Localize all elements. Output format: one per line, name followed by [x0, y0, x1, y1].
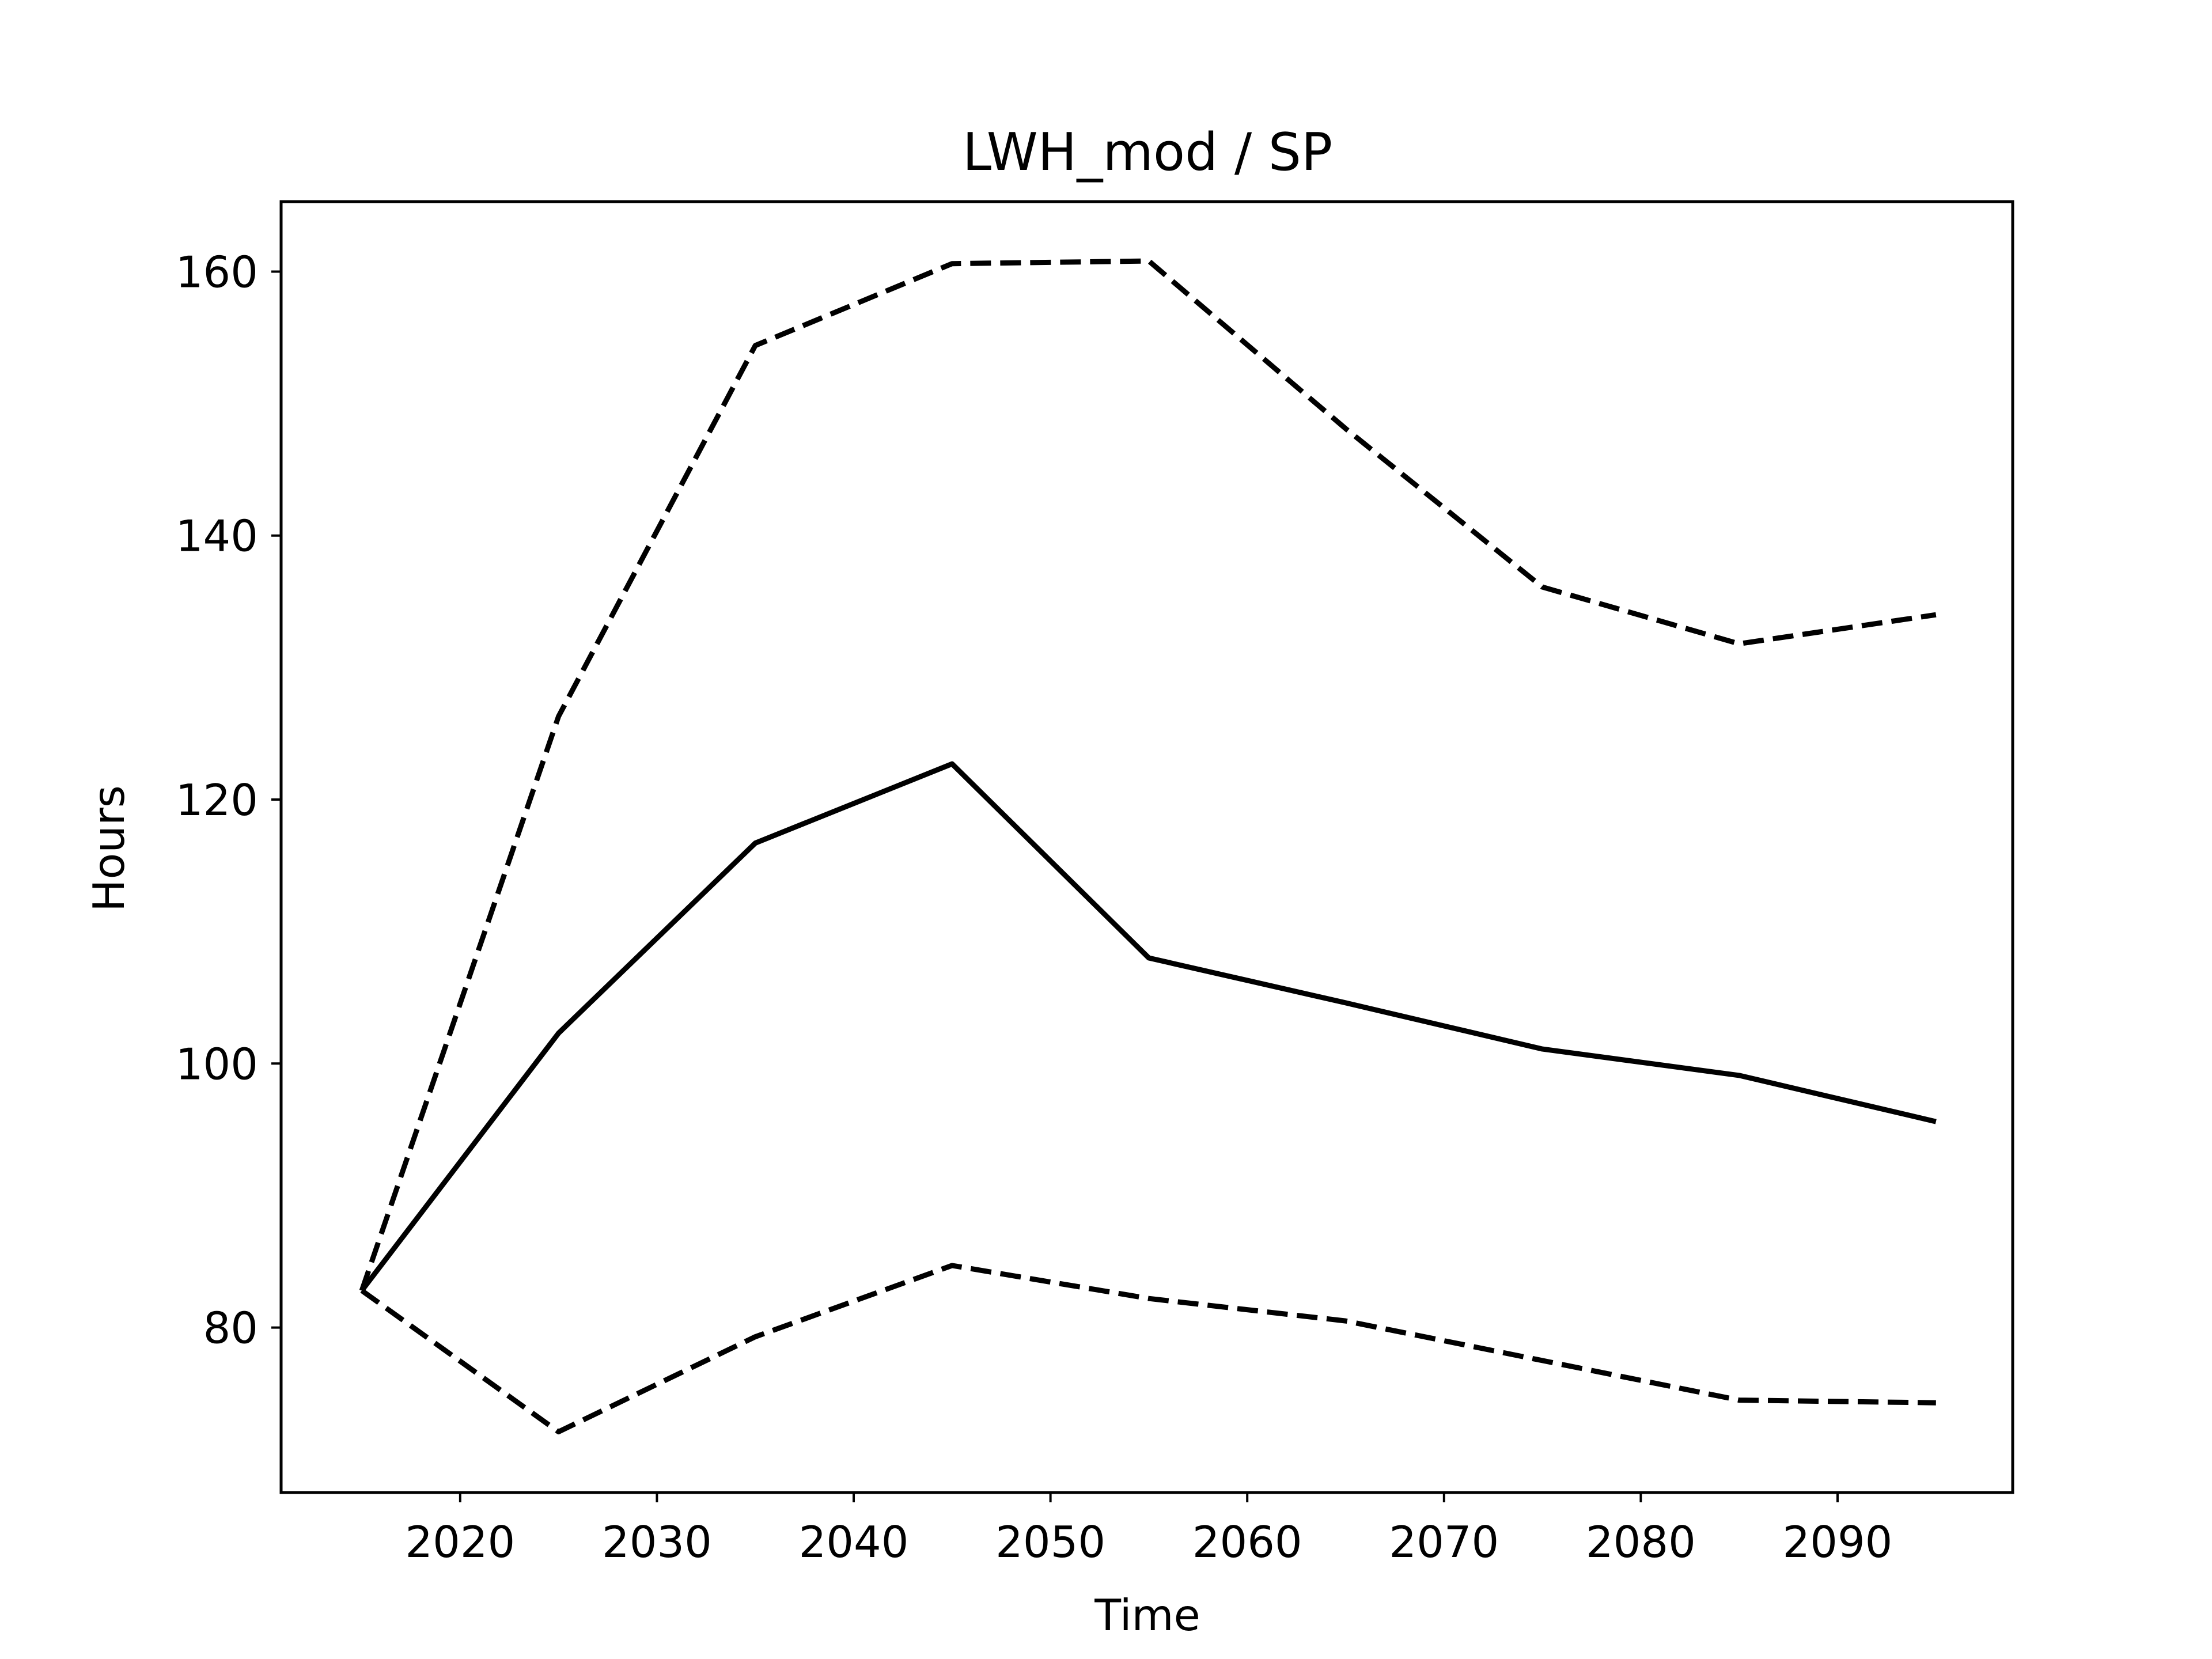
x-tick-label: 2080 — [1586, 1517, 1696, 1567]
y-tick-label: 160 — [176, 247, 258, 297]
y-tick-label: 140 — [176, 511, 258, 562]
x-tick-label: 2040 — [799, 1517, 909, 1567]
x-tick-label: 2070 — [1389, 1517, 1499, 1567]
y-axis-label: Hours — [84, 785, 134, 912]
y-axis-ticks: 80 100 120 140 160 — [176, 247, 281, 1354]
x-tick-label: 2020 — [405, 1517, 515, 1567]
y-tick-label: 120 — [176, 775, 258, 825]
plot-frame — [279, 200, 2014, 1494]
x-axis-ticks: 2020 2030 2040 2050 2060 2070 2080 2090 — [405, 1493, 1892, 1567]
series-line-lower — [360, 1263, 1936, 1435]
series-line-median — [359, 761, 1937, 1293]
y-tick-label: 100 — [176, 1039, 258, 1089]
x-tick-label: 2090 — [1783, 1517, 1893, 1567]
x-tick-label: 2060 — [1192, 1517, 1302, 1567]
x-tick-label: 2050 — [995, 1517, 1105, 1567]
x-axis-label: Time — [1094, 1590, 1200, 1641]
series-layer — [359, 258, 1937, 1435]
chart-title: LWH_mod / SP — [963, 122, 1332, 183]
x-tick-label: 2030 — [602, 1517, 712, 1567]
series-line-upper — [359, 258, 1937, 1291]
y-tick-label: 80 — [203, 1303, 258, 1354]
